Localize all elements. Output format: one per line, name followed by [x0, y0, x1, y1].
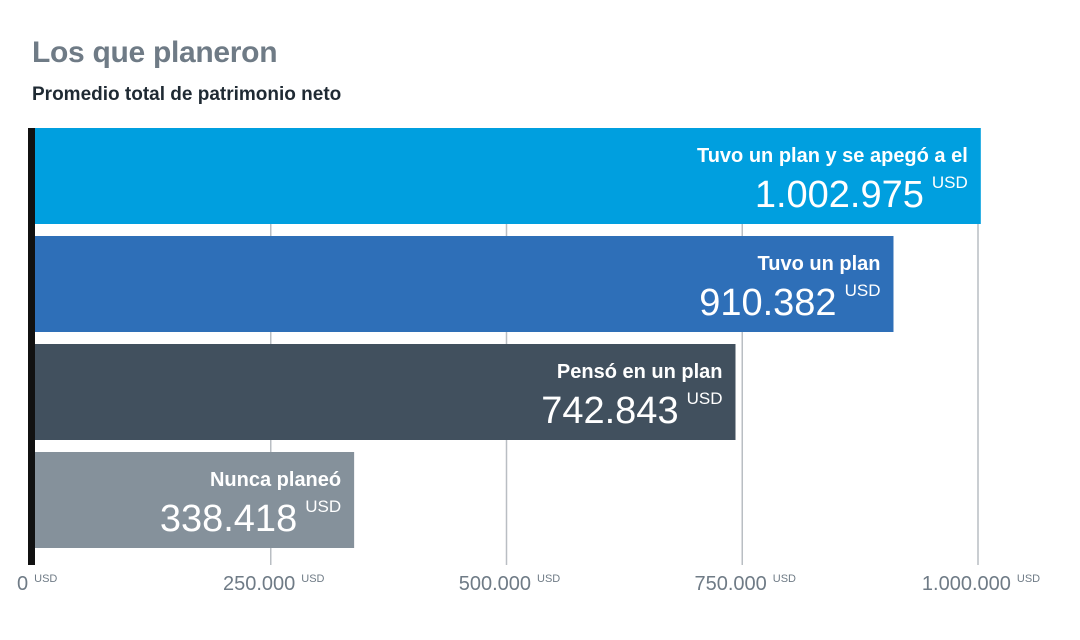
x-tick-value: 250.000 [223, 573, 295, 595]
bar-value-unit: USD [932, 173, 968, 192]
bar-value-label: 1.002.975 USD [755, 173, 968, 216]
bars: Tuvo un plan y se apegó a el 1.002.975 USD… [35, 128, 981, 548]
x-tick-value: 500.000 [459, 573, 531, 595]
bar [35, 128, 981, 224]
bar-value-label: 338.418 USD [160, 497, 341, 540]
x-tick-label: 1.000.000 USD [922, 573, 1040, 595]
bar-value-unit: USD [687, 389, 723, 408]
bar-value-number: 1.002.975 [755, 174, 924, 216]
x-tick-label: 500.000 USD [459, 573, 561, 595]
bar-group: Tuvo un plan y se apegó a el 1.002.975 USD [35, 128, 981, 224]
bar-category-label: Nunca planeó [210, 469, 341, 491]
bar-category-label: Tuvo un plan y se apegó a el [697, 145, 968, 167]
chart-title: Los que planeron [32, 36, 278, 69]
x-tick-unit: USD [773, 573, 796, 585]
bar-value-label: 742.843 USD [541, 389, 722, 432]
x-tick-label: 0 USD [17, 573, 57, 595]
bar-group: Tuvo un plan 910.382 USD [35, 236, 894, 332]
x-tick-label: 750.000 USD [694, 573, 796, 595]
bar-value-unit: USD [845, 281, 881, 300]
bar-category-label: Tuvo un plan [758, 253, 881, 275]
x-tick-value: 750.000 [694, 573, 766, 595]
bar-value-number: 338.418 [160, 498, 297, 540]
x-tick-unit: USD [537, 573, 560, 585]
x-tick-unit: USD [301, 573, 324, 585]
bar-value-number: 742.843 [541, 390, 678, 432]
bar-value-number: 910.382 [699, 282, 836, 324]
bar [35, 344, 736, 440]
bar-group: Nunca planeó 338.418 USD [35, 452, 355, 548]
chart-subtitle: Promedio total de patrimonio neto [32, 84, 342, 105]
x-tick-value: 1.000.000 [922, 573, 1011, 595]
x-tick-value: 0 [17, 573, 28, 595]
bar-group: Pensó en un plan 742.843 USD [35, 344, 736, 440]
x-tick-label: 250.000 USD [223, 573, 325, 595]
x-axis-ticks: 0 USD 250.000 USD 500.000 USD 750.000 USD 1.000.… [17, 573, 1040, 595]
bar-value-unit: USD [305, 497, 341, 516]
bar [35, 236, 894, 332]
y-axis-line [28, 128, 35, 565]
bar [35, 452, 355, 548]
bar-category-label: Pensó en un plan [557, 361, 723, 383]
x-tick-unit: USD [1017, 573, 1040, 585]
x-tick-unit: USD [34, 573, 57, 585]
bar-value-label: 910.382 USD [699, 281, 880, 324]
